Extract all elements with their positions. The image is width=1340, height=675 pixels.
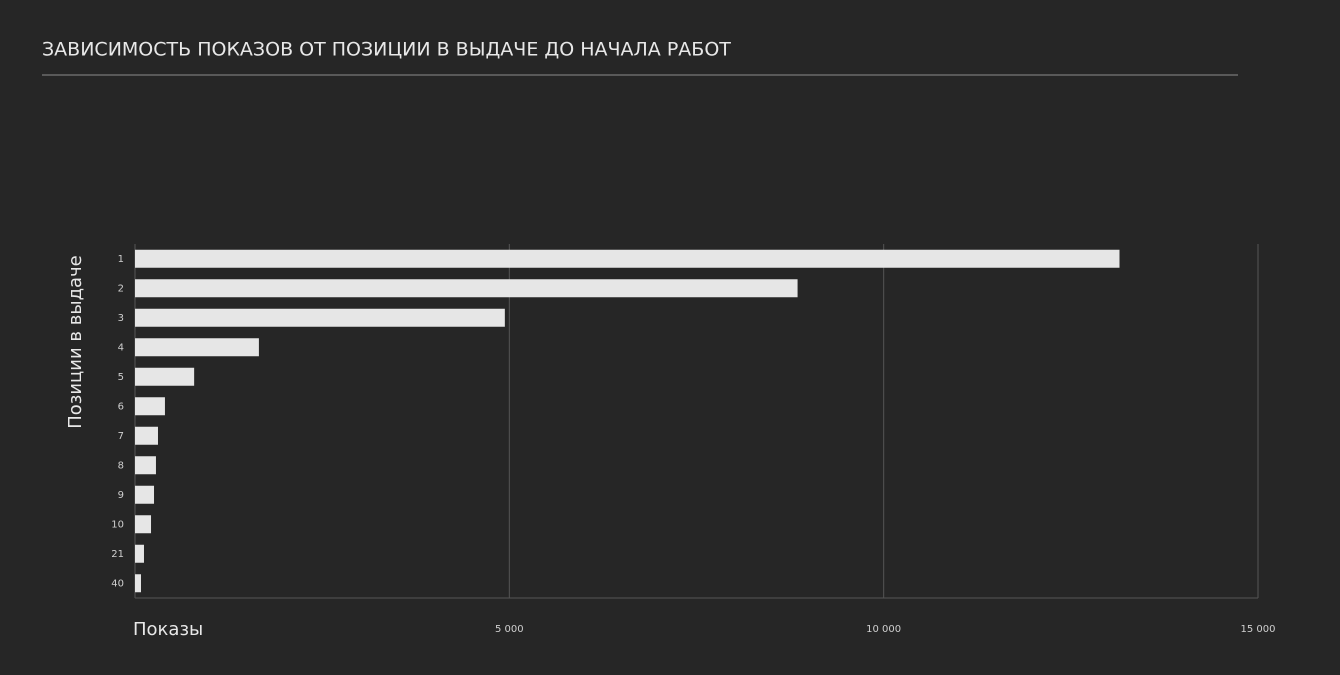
bar <box>135 308 505 327</box>
x-tick-label: 5 000 <box>495 624 524 635</box>
y-tick-label: 5 <box>118 372 124 383</box>
bar <box>135 456 156 475</box>
bar <box>135 279 798 298</box>
bar <box>135 397 165 416</box>
y-tick-label: 3 <box>118 313 124 324</box>
x-tick-label: 10 000 <box>866 624 901 635</box>
y-tick-label: 7 <box>118 431 124 442</box>
bar <box>135 426 158 445</box>
y-axis-label: Позиции в выдаче <box>65 255 86 429</box>
y-tick-label: 21 <box>111 549 124 560</box>
y-tick-label: 40 <box>111 578 124 589</box>
chart-title: ЗАВИСИМОСТЬ ПОКАЗОВ ОТ ПОЗИЦИИ В ВЫДАЧЕ … <box>42 39 731 61</box>
y-tick-label: 1 <box>118 254 124 265</box>
y-tick-label: 6 <box>118 401 124 412</box>
y-tick-label: 2 <box>118 283 124 294</box>
y-tick-label: 4 <box>118 342 124 353</box>
bar <box>135 544 144 563</box>
bar <box>135 249 1120 268</box>
bar <box>135 485 155 504</box>
y-tick-label: 8 <box>118 460 124 471</box>
bar <box>135 574 141 593</box>
y-tick-label: 10 <box>111 519 124 530</box>
bar <box>135 338 259 357</box>
x-tick-label: 15 000 <box>1241 624 1276 635</box>
y-tick-label: 9 <box>118 490 124 501</box>
bar <box>135 367 195 386</box>
bar <box>135 515 152 534</box>
x-axis-label: Показы <box>133 619 203 640</box>
